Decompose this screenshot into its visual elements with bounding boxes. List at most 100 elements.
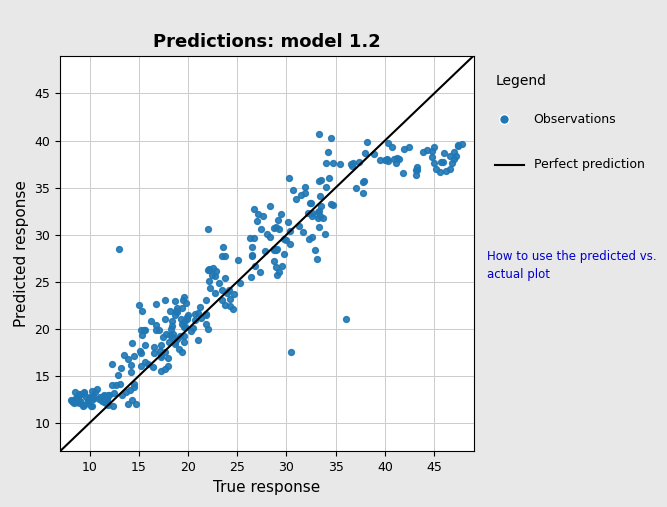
Point (201, 319, 211, 328)
Point (139, 341, 150, 349)
Point (275, 209, 286, 218)
Point (220, 273, 231, 281)
Point (245, 273, 256, 281)
Text: Observations: Observations (534, 113, 616, 126)
Point (181, 299, 192, 307)
Point (324, 174, 335, 182)
Point (155, 347, 165, 355)
Point (166, 324, 177, 333)
Point (422, 146, 433, 154)
Point (79, 388, 89, 396)
Point (179, 333, 190, 341)
Point (167, 317, 177, 325)
Point (207, 264, 218, 272)
Point (103, 391, 114, 400)
Point (190, 316, 201, 324)
Point (79, 401, 89, 409)
Point (312, 208, 323, 216)
Point (101, 395, 112, 403)
Point (284, 174, 295, 182)
Point (271, 263, 281, 271)
Point (99, 392, 109, 400)
Point (225, 303, 235, 311)
Point (269, 257, 279, 265)
Point (315, 176, 326, 184)
Point (151, 326, 161, 334)
Point (179, 317, 189, 325)
Point (193, 309, 203, 317)
Point (335, 160, 346, 168)
Point (272, 271, 283, 279)
Point (203, 276, 214, 284)
Point (313, 130, 324, 138)
Point (305, 199, 315, 207)
Point (201, 296, 211, 304)
Point (410, 171, 421, 179)
Point (340, 315, 351, 323)
Point (286, 348, 297, 356)
Point (281, 236, 291, 244)
Point (328, 159, 339, 167)
Point (439, 149, 450, 157)
Point (101, 399, 111, 407)
Point (317, 214, 328, 223)
Point (200, 311, 211, 319)
Point (186, 327, 197, 335)
Point (435, 168, 446, 176)
Point (89, 388, 100, 396)
Point (426, 153, 437, 161)
Point (195, 314, 206, 322)
Point (358, 189, 368, 197)
Point (143, 360, 153, 368)
Y-axis label: Predicted response: Predicted response (14, 180, 29, 327)
Point (160, 315, 171, 323)
Point (114, 245, 125, 253)
Point (119, 351, 129, 359)
Point (190, 310, 201, 318)
Point (383, 157, 394, 165)
Point (73, 390, 84, 398)
Point (203, 325, 213, 334)
Point (78, 389, 89, 397)
Point (103, 391, 113, 399)
Point (438, 158, 448, 166)
Point (316, 202, 327, 210)
Point (125, 386, 135, 394)
Point (351, 184, 362, 192)
Point (305, 199, 316, 207)
Point (72, 396, 83, 405)
Point (321, 183, 331, 191)
Point (225, 295, 235, 303)
Point (129, 352, 139, 360)
Point (165, 307, 175, 315)
Point (178, 297, 189, 305)
Point (325, 133, 336, 141)
Point (265, 202, 275, 210)
Point (87, 394, 98, 402)
Point (262, 230, 273, 238)
Point (73, 399, 84, 407)
Point (299, 189, 310, 197)
Point (85, 393, 95, 401)
Text: Perfect prediction: Perfect prediction (534, 158, 644, 171)
Point (140, 325, 151, 334)
Point (157, 333, 168, 341)
Point (133, 301, 144, 309)
Point (303, 235, 314, 243)
Point (145, 317, 156, 325)
Point (227, 305, 238, 313)
Point (258, 212, 269, 220)
Point (111, 381, 121, 389)
Point (83, 399, 93, 407)
Point (382, 139, 393, 147)
Point (87, 392, 97, 401)
Point (151, 300, 161, 308)
Point (307, 209, 317, 217)
Point (71, 393, 82, 401)
Point (167, 322, 177, 330)
Point (201, 310, 212, 318)
Point (203, 225, 213, 233)
Point (81, 392, 91, 401)
Point (182, 313, 193, 321)
Point (169, 310, 180, 318)
